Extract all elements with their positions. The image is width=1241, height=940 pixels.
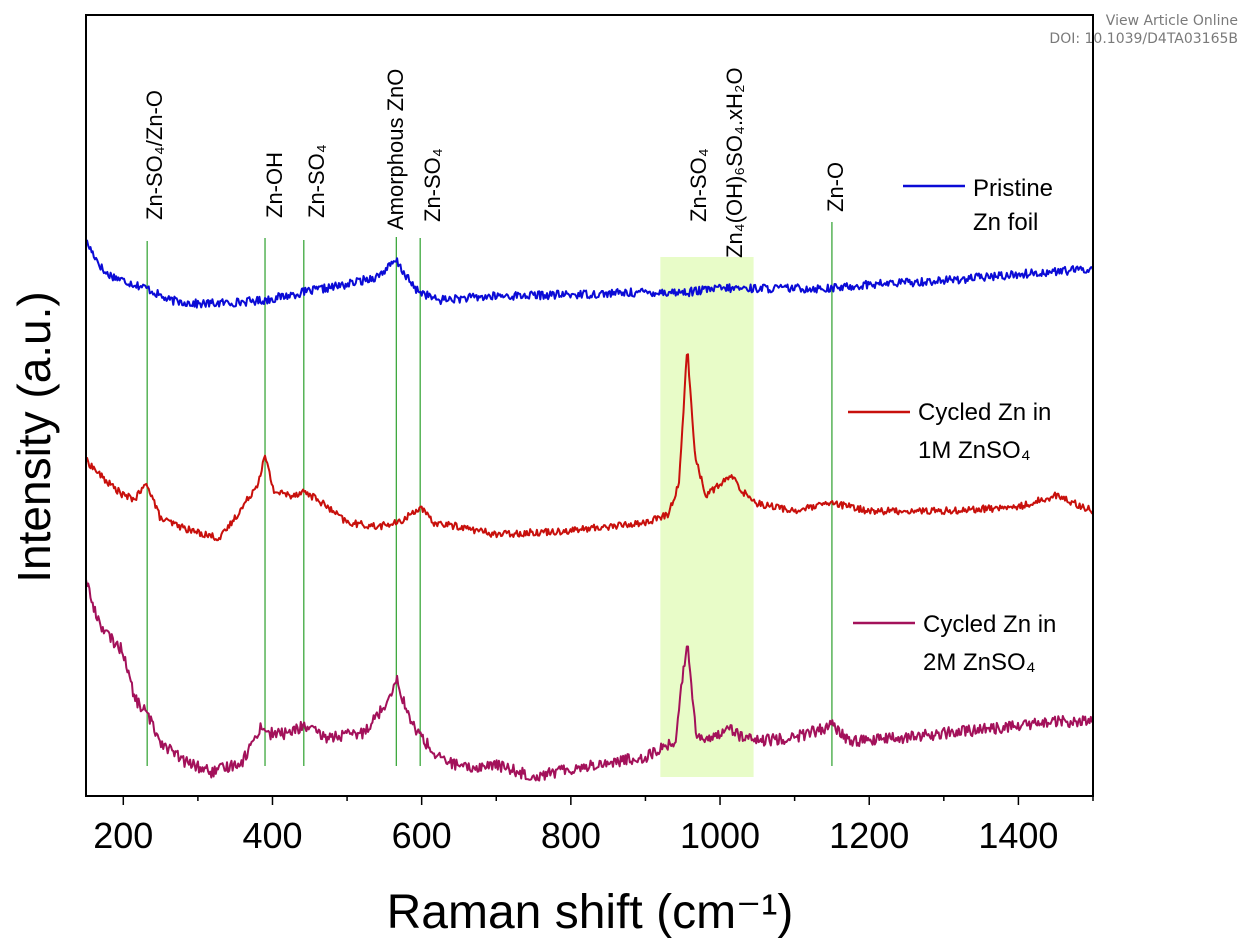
legend-label: Pristine bbox=[973, 175, 1053, 202]
x-tick-label: 1200 bbox=[829, 815, 909, 856]
x-tick-label: 800 bbox=[541, 815, 601, 856]
x-axis-label: Raman shift (cm⁻¹) bbox=[387, 886, 794, 939]
reference-line-label: Zn-SO₄/Zn-O bbox=[142, 90, 167, 220]
reference-line-label: Zn-SO₄ bbox=[304, 144, 329, 218]
reference-line-label: Zn₄(OH)₆SO₄.xH₂O bbox=[722, 67, 747, 258]
article-link-block: View Article Online DOI: 10.1039/D4TA031… bbox=[1049, 12, 1238, 48]
reference-line-label: Zn-O bbox=[823, 162, 848, 212]
legend-label: 2M ZnSO₄ bbox=[923, 649, 1036, 676]
highlight-band bbox=[660, 257, 754, 777]
reference-line-label: Zn-OH bbox=[262, 152, 287, 218]
series-line bbox=[85, 353, 1094, 542]
reference-line-label: Amorphous ZnO bbox=[383, 69, 408, 230]
x-tick-label: 400 bbox=[242, 815, 302, 856]
x-tick-label: 200 bbox=[93, 815, 153, 856]
legend-label: 1M ZnSO₄ bbox=[918, 437, 1031, 464]
legend-label: Cycled Zn in bbox=[918, 399, 1051, 426]
series-line bbox=[85, 239, 1094, 309]
plot-frame bbox=[85, 14, 1094, 797]
y-axis-label: Intensity (a.u.) bbox=[8, 291, 60, 582]
doi-text: DOI: 10.1039/D4TA03165B bbox=[1049, 31, 1238, 47]
reference-line-label: Zn-SO₄ bbox=[420, 148, 445, 222]
x-tick-label: 1000 bbox=[680, 815, 760, 856]
x-tick-label: 600 bbox=[392, 815, 452, 856]
legend-label: Cycled Zn in bbox=[923, 611, 1056, 638]
reference-line-label: Zn-SO₄ bbox=[686, 148, 711, 222]
view-article-online-link[interactable]: View Article Online bbox=[1105, 13, 1238, 29]
legend-label: Zn foil bbox=[973, 209, 1038, 236]
series-line bbox=[85, 579, 1094, 782]
x-tick-label: 1400 bbox=[978, 815, 1058, 856]
